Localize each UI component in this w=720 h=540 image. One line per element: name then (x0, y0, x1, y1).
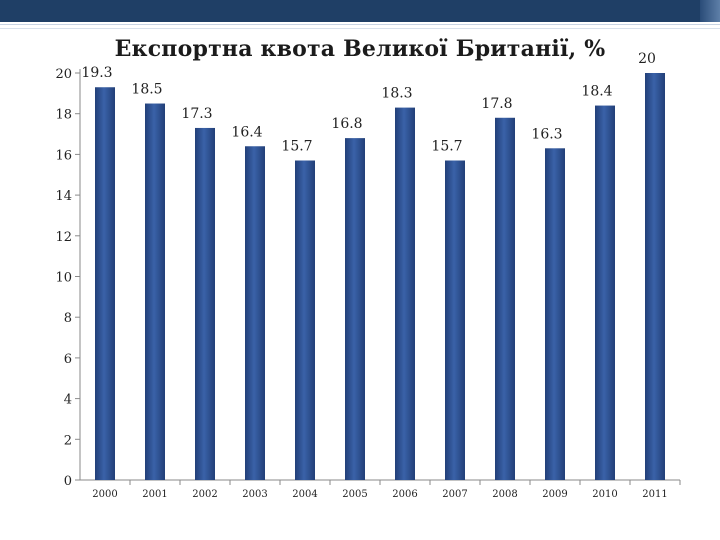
x-tick-label: 2010 (592, 489, 617, 500)
bar-2001 (145, 103, 165, 481)
data-label: 17.8 (481, 96, 512, 112)
bar-2002 (195, 127, 215, 480)
y-tick-label: 2 (64, 433, 72, 448)
header-band-dark (0, 0, 700, 22)
y-tick-label: 18 (55, 108, 72, 123)
bar-2006 (395, 107, 415, 480)
x-tick-label: 2011 (642, 489, 667, 500)
chart-title: Експортна квота Великої Британії, % (114, 36, 606, 62)
x-tick-label: 2005 (342, 489, 367, 500)
x-tick-label: 2004 (292, 489, 317, 500)
data-label: 19.3 (81, 65, 112, 81)
data-label: 15.7 (431, 139, 462, 155)
x-tick-label: 2001 (142, 489, 167, 500)
data-label: 18.3 (381, 86, 412, 102)
bar-2004 (295, 160, 315, 480)
y-tick-label: 14 (55, 189, 72, 204)
y-tick-label: 20 (55, 67, 72, 82)
x-tick-label: 2000 (92, 489, 117, 500)
y-tick-label: 16 (55, 148, 72, 163)
y-tick-label: 0 (64, 474, 72, 489)
data-label: 18.5 (131, 82, 162, 98)
y-tick-label: 4 (64, 393, 72, 408)
data-label: 15.7 (281, 139, 312, 155)
header-rule-1 (0, 24, 720, 25)
data-label: 17.3 (181, 106, 212, 122)
header-band-accent (700, 0, 720, 22)
y-tick-label: 12 (55, 230, 72, 245)
data-label: 16.4 (231, 124, 262, 140)
data-label: 16.3 (531, 126, 562, 142)
x-tick-label: 2007 (442, 489, 467, 500)
bar-2010 (595, 105, 615, 480)
x-tick-label: 2009 (542, 489, 567, 500)
bar-2009 (545, 148, 565, 481)
data-label: 16.8 (331, 116, 362, 132)
x-tick-label: 2008 (492, 489, 517, 500)
bar-2011 (645, 73, 665, 480)
header-rule-2 (0, 28, 720, 29)
bar-2007 (445, 160, 465, 480)
y-tick-label: 6 (64, 352, 72, 367)
x-tick-label: 2003 (242, 489, 267, 500)
bar-2003 (245, 146, 265, 480)
data-label: 20 (638, 51, 656, 67)
data-label: 18.4 (581, 84, 612, 100)
x-tick-label: 2002 (192, 489, 217, 500)
y-tick-label: 10 (55, 271, 72, 286)
y-tick-label: 8 (64, 311, 72, 326)
bar-2000 (95, 87, 115, 481)
bar-2005 (345, 138, 365, 480)
header-band (0, 0, 720, 30)
x-tick-label: 2006 (392, 489, 417, 500)
bar-2008 (495, 117, 515, 481)
